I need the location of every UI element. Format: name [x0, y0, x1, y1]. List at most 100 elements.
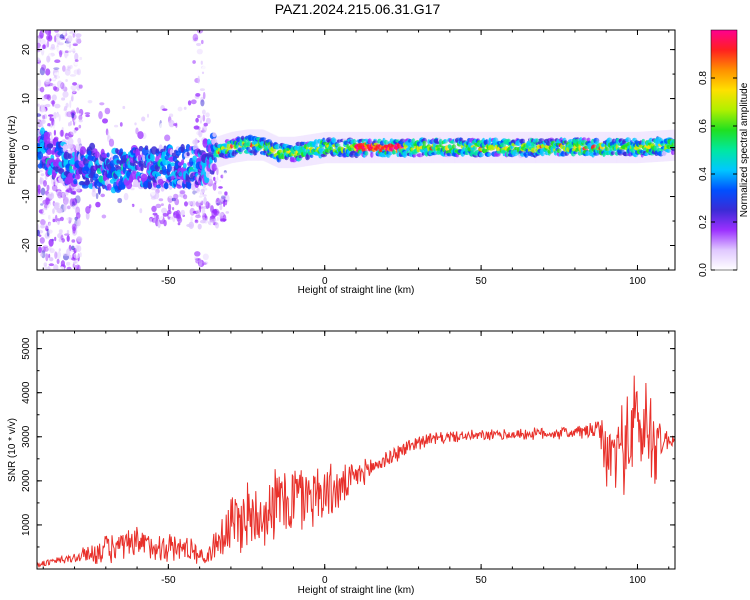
spectrogram-noise-mark	[215, 222, 219, 229]
spectrogram-noise-mark	[150, 197, 157, 200]
spectrogram-ridge-mark	[163, 182, 169, 189]
spectrogram-noise-mark	[201, 194, 207, 197]
spectrogram-ridge-mark	[213, 157, 218, 163]
spectrogram-noise-mark	[195, 60, 202, 66]
spectrogram-noise-mark	[43, 94, 50, 100]
spectrogram-noise-mark	[66, 187, 73, 193]
spectrogram-noise-mark	[77, 137, 82, 144]
spectrogram-noise-mark	[73, 261, 77, 265]
spectrogram-noise-mark	[195, 93, 201, 97]
snr-y-tick-label: 5000	[21, 337, 32, 360]
spectrogram-noise-mark	[71, 201, 76, 207]
spectrogram-noise-mark	[41, 64, 47, 71]
spectrogram-noise-mark	[151, 218, 157, 223]
spectrogram-halo-mark	[321, 132, 324, 164]
spectrogram-noise-mark	[38, 194, 44, 201]
spectrogram-noise-mark	[56, 80, 63, 88]
spectrogram-noise-mark	[75, 33, 82, 38]
spectrogram-noise-mark	[53, 202, 60, 206]
spectrogram-ridge-mark	[43, 131, 51, 140]
spectrogram-noise-mark	[39, 52, 43, 55]
spectrogram-noise-mark	[73, 253, 80, 259]
spectrogram-noise-mark	[184, 201, 188, 207]
spectrogram-noise-mark	[187, 100, 192, 106]
spectrogram-noise-mark	[60, 240, 63, 247]
spectrogram-noise-mark	[183, 106, 187, 110]
spectrogram-ridge-mark	[384, 139, 389, 145]
spectrogram-noise-mark	[222, 172, 228, 181]
spectrogram-halo-mark	[673, 129, 675, 161]
spectrogram-halo-mark	[607, 131, 610, 164]
spectrogram-noise-mark	[37, 57, 41, 63]
spectrogram-ridge-mark	[186, 152, 190, 157]
spectrogram-noise-mark	[107, 131, 110, 139]
spectrogram-noise-mark	[76, 245, 82, 253]
spectrogram-ridge-mark	[641, 141, 646, 146]
spectrogram-noise-mark	[146, 123, 152, 127]
spectrogram-noise-mark	[74, 30, 78, 33]
spectrogram-halo-mark	[322, 132, 325, 164]
spectrogram-noise-mark	[68, 131, 74, 138]
spectrogram-noise-mark	[153, 198, 158, 207]
spectrogram-noise-mark	[216, 201, 219, 204]
spectrogram-noise-mark	[74, 263, 78, 270]
spectrogram-ridge-mark	[671, 139, 675, 144]
spectrogram-noise-mark	[199, 88, 205, 91]
spectrogram-noise-mark	[53, 129, 57, 136]
spectrogram-noise-mark	[40, 219, 46, 226]
spectrogram-noise-mark	[78, 119, 83, 123]
spectrogram-noise-mark	[66, 235, 70, 242]
spectrogram-noise-mark	[61, 97, 66, 101]
spectrogram-noise-mark	[62, 30, 66, 36]
spectrogram-noise-mark	[46, 228, 50, 237]
spectrogram-x-tick-label: 0	[322, 276, 328, 287]
spectrogram-x-tick-label: -50	[161, 276, 176, 287]
spectrogram-noise-mark	[69, 198, 74, 207]
spectrogram-noise-mark	[64, 106, 68, 111]
spectrogram-noise-mark	[162, 213, 169, 217]
spectrogram-noise-mark	[72, 88, 76, 92]
spectrogram-noise-mark	[151, 205, 157, 212]
spectrogram-noise-mark	[221, 195, 226, 199]
spectrogram-noise-mark	[104, 107, 111, 115]
spectrogram-y-tick-label: 20	[21, 44, 32, 56]
spectrogram-noise-mark	[73, 69, 80, 75]
snr-y-tick-label: 4000	[21, 381, 32, 404]
spectrogram-halo-mark	[331, 131, 334, 164]
spectrogram-noise-mark	[49, 88, 53, 92]
spectrogram-ridge-mark	[400, 138, 406, 142]
spectrogram-halo-mark	[458, 131, 461, 164]
spectrogram-noise-mark	[75, 212, 81, 220]
spectrogram-noise-mark	[46, 55, 51, 63]
spectrogram-halo-mark	[572, 131, 575, 164]
spectrogram-noise-mark	[67, 35, 73, 43]
spectrogram-noise-mark	[37, 169, 40, 178]
spectrogram-noise-mark	[71, 90, 77, 95]
spectrogram-noise-mark	[216, 167, 219, 176]
spectrogram-ridge-mark	[367, 138, 372, 144]
spectrogram-noise-mark	[195, 117, 199, 123]
spectrogram-halo-mark	[392, 131, 395, 164]
spectrogram-ridge-mark	[171, 152, 176, 157]
spectrogram-noise-mark	[191, 123, 197, 127]
spectrogram-noise-mark	[77, 194, 81, 201]
spectrogram-noise-mark	[63, 196, 70, 205]
spectrogram-noise-mark	[78, 112, 81, 121]
spectrogram-ridge-mark	[84, 179, 91, 186]
spectrogram-ridge-mark	[73, 178, 78, 185]
spectrogram-noise-mark	[160, 203, 164, 207]
spectrogram-noise-mark	[45, 68, 51, 76]
spectrogram-noise-mark	[69, 104, 74, 109]
spectrogram-halo-mark	[483, 131, 486, 164]
spectrogram-noise-mark	[147, 113, 149, 118]
spectrogram-noise-mark	[56, 218, 62, 222]
spectrogram-noise-mark	[68, 254, 72, 260]
spectrogram-noise-mark	[194, 193, 199, 197]
spectrogram-noise-mark	[179, 190, 186, 198]
spectrogram-noise-mark	[201, 39, 204, 45]
spectrogram-noise-mark	[225, 211, 230, 214]
spectrogram-noise-mark	[74, 59, 79, 62]
spectrogram-noise-mark	[202, 253, 209, 261]
spectrogram-noise-mark	[70, 48, 77, 52]
spectrogram-noise-mark	[119, 122, 123, 127]
